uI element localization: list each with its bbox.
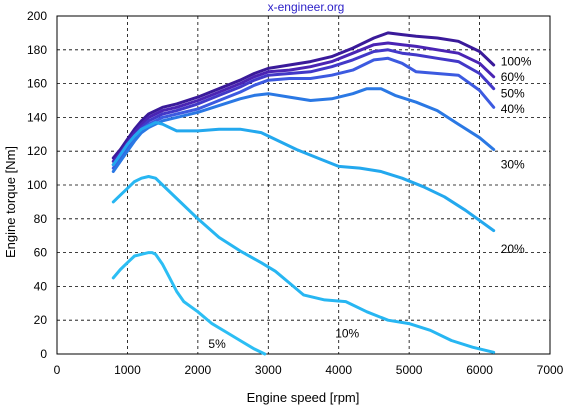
y-tick-label-1: 20 bbox=[34, 313, 48, 327]
x-axis-label: Engine speed [rpm] bbox=[247, 390, 360, 405]
x-tick-label-7: 7000 bbox=[537, 363, 564, 377]
y-tick-label-5: 100 bbox=[27, 178, 47, 192]
x-tick-label-3: 3000 bbox=[255, 363, 282, 377]
chart-title: x-engineer.org bbox=[268, 0, 345, 14]
annotation-50pct: 50% bbox=[501, 87, 525, 101]
y-tick-label-2: 40 bbox=[34, 279, 48, 293]
series-line-30pct bbox=[111, 87, 496, 173]
series-line-5pct bbox=[111, 251, 267, 356]
plot-frame bbox=[56, 15, 551, 355]
y-tick-label-3: 60 bbox=[34, 246, 48, 260]
y-tick-label-7: 140 bbox=[27, 110, 47, 124]
y-axis-label: Engine torque [Nm] bbox=[3, 146, 18, 258]
x-tick-label-5: 5000 bbox=[396, 363, 423, 377]
y-tick-label-6: 120 bbox=[27, 144, 47, 158]
y-tick-label-10: 200 bbox=[27, 9, 47, 23]
annotation-5pct: 5% bbox=[208, 337, 226, 351]
annotation-30pct: 30% bbox=[501, 158, 525, 172]
series-line-100pct bbox=[111, 31, 496, 160]
y-tick-label-4: 80 bbox=[34, 212, 48, 226]
y-tick-label-8: 160 bbox=[27, 77, 47, 91]
series-layer bbox=[111, 31, 496, 356]
annotation-60pct: 60% bbox=[501, 70, 525, 84]
y-tick-label-9: 180 bbox=[27, 43, 47, 57]
x-tick-label-1: 1000 bbox=[114, 363, 141, 377]
annotation-10pct: 10% bbox=[335, 327, 359, 341]
series-annotations: 100%60% 50%40% 30% 20% 10% 5% bbox=[208, 55, 531, 351]
annotation-100pct: 100% bbox=[501, 55, 532, 69]
series-line-60pct bbox=[111, 41, 496, 163]
y-tick-label-0: 0 bbox=[40, 347, 47, 361]
series-line-10pct bbox=[111, 175, 496, 354]
tick-labels: 0 1000 2000 3000 4000 5000 6000 7000 0 20 40 60 80 10… bbox=[27, 9, 564, 377]
annotation-20pct: 20% bbox=[501, 242, 525, 256]
x-tick-label-0: 0 bbox=[54, 363, 61, 377]
x-tick-label-2: 2000 bbox=[185, 363, 212, 377]
annotation-40pct: 40% bbox=[501, 102, 525, 116]
x-tick-label-4: 4000 bbox=[325, 363, 352, 377]
x-tick-label-6: 6000 bbox=[466, 363, 493, 377]
series-line-20pct bbox=[111, 121, 496, 233]
